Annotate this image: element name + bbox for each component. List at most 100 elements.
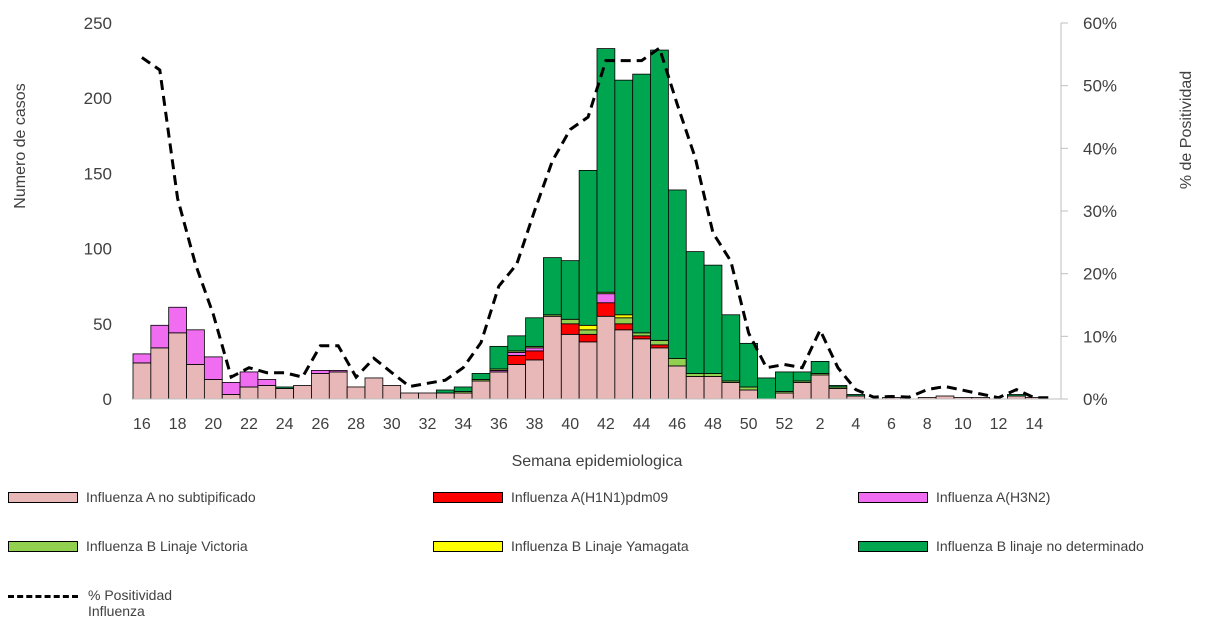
bar-segment [525, 359, 544, 400]
left-axis: 0 50 100 150 200 250 [84, 14, 112, 409]
bar-segment [239, 371, 259, 388]
y2-tick-label: 0% [1083, 390, 1108, 409]
legend-item-h1n1: Influenza A(H1N1)pdm09 [433, 489, 668, 505]
bar-segment [150, 347, 170, 400]
bar-segment [632, 338, 651, 400]
bar-segment [667, 189, 687, 359]
x-tick-label: 30 [383, 416, 401, 433]
x-tick-label: 8 [923, 416, 932, 433]
bar-segment [221, 382, 241, 395]
bar-segment [560, 323, 580, 335]
bar-segment [275, 386, 295, 389]
bar-segment [168, 332, 187, 400]
y2-tick-label: 50% [1083, 77, 1117, 96]
bar-segment [632, 332, 651, 337]
bar-segment [311, 370, 330, 374]
x-tick-label: 38 [526, 416, 544, 433]
y2-axis-label: % de Positividad [1178, 71, 1195, 189]
bar-segment [525, 317, 544, 347]
legend-swatch [858, 491, 928, 503]
bar-segment [543, 315, 562, 400]
bar-segment [632, 335, 651, 340]
x-tick-label: 52 [775, 416, 793, 433]
bar-segment [667, 365, 687, 400]
bar-segment [614, 79, 634, 316]
y-tick-label: 100 [84, 240, 112, 259]
bar-segment [578, 341, 598, 400]
bar-segment [596, 293, 616, 304]
bar-segment [560, 333, 580, 400]
bar-segment [239, 386, 259, 400]
bar-segment [614, 323, 634, 331]
bar-segment [132, 353, 152, 364]
bar-segment [578, 329, 598, 335]
bar-segment [293, 385, 312, 400]
bar-stacks [132, 48, 1044, 400]
bar-segment [543, 257, 562, 316]
y2-tick-label: 40% [1083, 139, 1117, 158]
bar-segment [828, 388, 848, 400]
bar-segment [453, 392, 473, 400]
bar-segment [614, 317, 634, 325]
bar-segment [132, 362, 152, 400]
bar-segment [775, 392, 794, 400]
bar-segment [596, 302, 616, 317]
bar-segment [596, 315, 616, 400]
x-tick-label: 14 [1025, 416, 1043, 433]
x-tick-label: 36 [490, 416, 508, 433]
legend-label: Influenza B Linaje Yamagata [511, 538, 689, 554]
x-tick-label: 32 [419, 416, 437, 433]
bar-segment [471, 373, 491, 380]
legend-label-line2: Influenza [88, 603, 145, 619]
bar-segment [614, 329, 634, 400]
bar-segment [186, 329, 205, 365]
right-axis: 0% 10% 20% 30% 40% 50% 60% [1060, 14, 1117, 409]
bar-segment [489, 371, 509, 400]
x-tick-label: 10 [954, 416, 972, 433]
x-tick-label: 18 [169, 416, 187, 433]
y-tick-label: 150 [84, 164, 112, 183]
x-tick-label: 24 [276, 416, 294, 433]
bar-segment [346, 386, 366, 400]
x-tick-label: 22 [240, 416, 258, 433]
bar-segment [650, 347, 669, 400]
bar-segment [703, 376, 723, 400]
bar-segment [578, 333, 598, 343]
bar-segment [560, 260, 580, 320]
bar-segment [792, 371, 812, 382]
bar-segment [328, 370, 348, 373]
legend-item-victoria: Influenza B Linaje Victoria [8, 538, 248, 554]
bar-segment [703, 373, 723, 377]
bar-segment [560, 318, 580, 325]
legend-item-influenza-a-no-subtipificado: Influenza A no subtipificado [8, 489, 256, 505]
bar-segment [810, 360, 830, 374]
x-tick-label: 20 [204, 416, 222, 433]
bar-segment [792, 382, 812, 400]
x-tick-label: 48 [704, 416, 722, 433]
legend-label: Influenza A no subtipificado [86, 489, 256, 505]
bar-segment [525, 347, 544, 352]
legend-label: Influenza A(H3N2) [936, 489, 1051, 505]
bar-segment [757, 377, 776, 400]
y2-tick-label: 60% [1083, 14, 1117, 33]
bar-segment [650, 339, 669, 346]
bar-segment [739, 386, 759, 391]
bar-segment [846, 394, 866, 397]
bar-segment [507, 354, 527, 365]
legend-item-b-no-determinado: Influenza B linaje no determinado [858, 538, 1144, 554]
x-tick-label: 44 [633, 416, 651, 433]
legend-label-line1: % Positividad [88, 587, 173, 603]
legend-swatch [433, 491, 503, 503]
x-axis-label: Semana epidemiologica [512, 453, 683, 470]
bar-segment [525, 350, 544, 361]
x-tick-label: 34 [454, 416, 472, 433]
bar-segment [507, 351, 527, 356]
y-axis-label: Numero de casos [12, 83, 29, 208]
bar-segment [400, 392, 419, 400]
bar-segment [435, 392, 455, 400]
bar-segment [435, 389, 455, 394]
x-tick-label: 42 [597, 416, 615, 433]
legend-item-yamagata: Influenza B Linaje Yamagata [433, 538, 689, 554]
legend-swatch [433, 540, 503, 552]
legend-dash-line [8, 595, 78, 598]
